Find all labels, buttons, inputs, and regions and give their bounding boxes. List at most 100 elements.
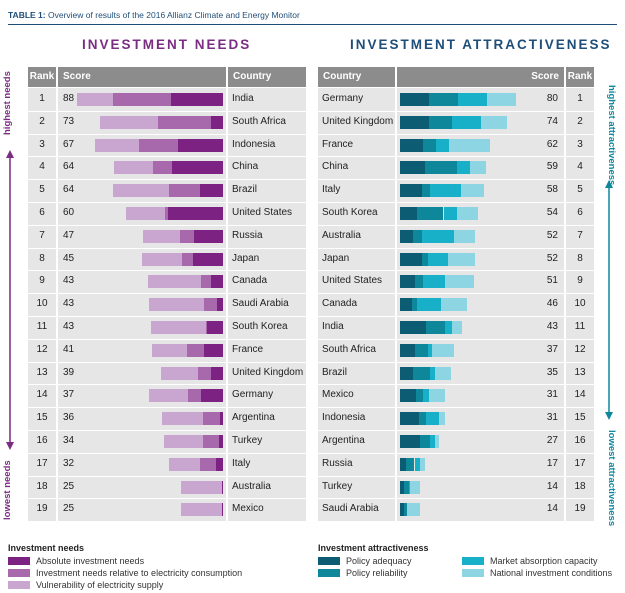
legend-label: Investment needs relative to electricity… (36, 568, 243, 578)
needs-bar-segment (198, 366, 212, 380)
attr-bar-segment (400, 229, 414, 243)
row-divider (28, 384, 306, 386)
table-caption: TABLE 1: Overview of results of the 2016… (8, 10, 300, 20)
attr-bar-segment (413, 366, 431, 380)
attr-rank-cell: 10 (574, 298, 586, 310)
row-divider (318, 179, 594, 181)
needs-bar-segment (221, 503, 223, 517)
needs-bar-segment (199, 184, 223, 198)
attr-bar-segment (421, 252, 428, 266)
row-divider (28, 247, 306, 249)
needs-bar-segment (151, 343, 187, 357)
caption-label: TABLE 1: (8, 10, 46, 20)
needs-legend-title: Investment needs (8, 543, 85, 553)
needs-rank-cell: 5 (39, 184, 45, 196)
attr-country-cell: Canada (322, 298, 358, 310)
attr-score-value: 54 (546, 207, 558, 218)
needs-rank-cell: 16 (36, 435, 48, 446)
attr-bar-segment (407, 503, 421, 517)
needs-bar-segment (169, 184, 200, 198)
attr-bar-segment (400, 412, 419, 426)
attr-rank-cell: 3 (577, 138, 583, 150)
needs-bar-segment (192, 252, 223, 266)
needs-bar-segment (149, 298, 205, 312)
attr-bar-segment (400, 252, 422, 266)
needs-bar-segment (211, 366, 223, 380)
attr-bar-segment (429, 93, 458, 106)
attr-bar-segment (456, 161, 470, 175)
needs-bar-segment (218, 435, 223, 448)
needs-bar-segment (217, 298, 223, 312)
needs-bar-segment (114, 161, 154, 175)
attr-country-cell: India (322, 321, 344, 332)
row-divider (28, 407, 306, 409)
attr-bar-segment (452, 115, 482, 129)
attr-score-value: 43 (546, 321, 558, 332)
needs-rank-cell: 13 (36, 366, 48, 378)
attr-bar-segment (439, 412, 445, 426)
needs-rank-column (28, 88, 56, 521)
row-divider (318, 452, 594, 454)
needs-bar-segment (201, 389, 223, 403)
needs-country-cell: Canada (232, 275, 268, 287)
needs-rank-cell: 11 (36, 321, 48, 332)
legend-label: Vulnerability of electricity supply (36, 580, 164, 590)
attr-bar-segment (430, 184, 461, 198)
attr-bar-segment (414, 457, 421, 471)
needs-rank-cell: 1 (39, 93, 45, 104)
needs-bar-segment (150, 321, 206, 334)
attr-rank-cell: 19 (574, 503, 586, 515)
attr-bar-segment (400, 343, 415, 357)
needs-country-header: Country (228, 67, 306, 87)
needs-country-cell: United Kingdom (232, 366, 304, 378)
row-divider (318, 293, 594, 295)
needs-bar-segment (207, 321, 223, 334)
needs-bar-segment (199, 457, 216, 471)
needs-bar-segment (167, 207, 223, 220)
needs-score-value: 25 (63, 503, 75, 515)
row-divider (28, 430, 306, 431)
needs-bar-segment (147, 275, 202, 289)
row-divider (28, 316, 306, 317)
needs-country-cell: United States (232, 207, 293, 218)
needs-rank-cell: 14 (36, 389, 48, 401)
needs-country-cell: China (232, 161, 259, 173)
attr-bar-segment (400, 298, 412, 312)
attr-bar-segment (420, 435, 431, 448)
needs-score-value: 36 (63, 412, 75, 424)
attr-bar-segment (429, 115, 453, 129)
attr-score-header: Score (397, 67, 564, 87)
attr-rank-cell: 6 (577, 207, 583, 218)
needs-rank-cell: 19 (36, 503, 48, 515)
needs-bar-segment (220, 412, 223, 426)
needs-bar-segment (112, 93, 171, 106)
attr-bar-segment (400, 503, 405, 517)
needs-side-bottom-label: lowest needs (2, 460, 13, 520)
attr-country-header: Country (318, 67, 395, 87)
needs-score-value: 47 (63, 229, 75, 241)
attr-bar-segment (481, 115, 508, 129)
needs-score-value: 25 (63, 480, 75, 492)
legend-swatch (8, 569, 30, 577)
attr-country-cell: United States (322, 275, 383, 287)
legend-swatch (8, 557, 30, 565)
attr-score-value: 51 (546, 275, 558, 287)
attr-country-cell: Russia (322, 457, 353, 469)
attr-bar-segment (444, 321, 453, 334)
needs-score-value: 45 (63, 252, 75, 264)
needs-country-cell: South Africa (232, 115, 286, 127)
attr-bar-segment (469, 161, 486, 175)
attr-country-column (318, 88, 395, 521)
needs-bar-segment (143, 229, 180, 243)
row-divider (28, 179, 306, 181)
attr-bar-segment (415, 389, 424, 403)
attr-country-cell: Indonesia (322, 412, 366, 424)
legend-label: Policy reliability (346, 568, 408, 578)
attr-score-value: 31 (546, 389, 558, 401)
row-divider (28, 293, 306, 295)
needs-bar-segment (180, 480, 222, 494)
needs-country-cell: Indonesia (232, 138, 276, 150)
row-divider (28, 452, 306, 454)
needs-rank-cell: 10 (36, 298, 48, 310)
attr-bar-segment (429, 389, 445, 403)
